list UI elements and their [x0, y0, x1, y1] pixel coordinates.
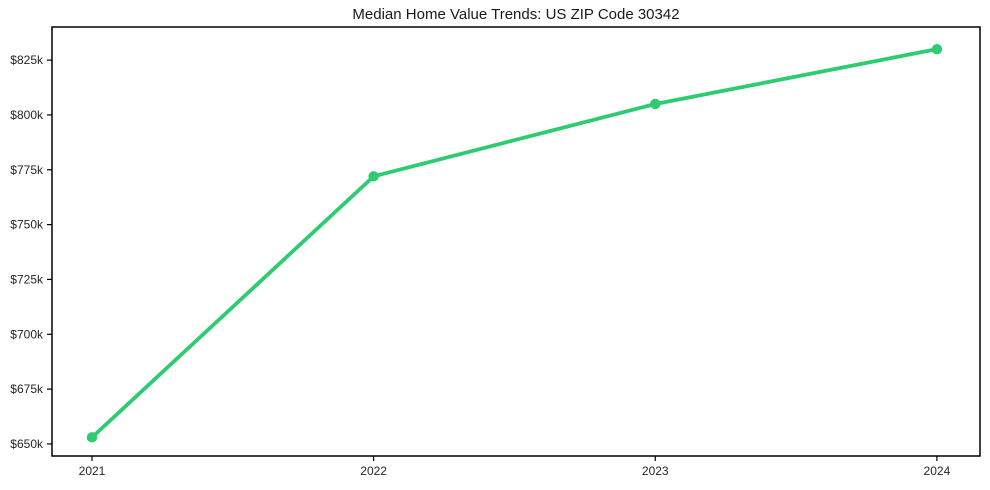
data-point-marker [650, 98, 661, 110]
y-tick-label: $800k [10, 108, 44, 122]
data-point-marker [86, 432, 98, 443]
x-tick-label: 2023 [642, 464, 669, 478]
y-tick-label: $675k [10, 382, 44, 396]
y-tick-label: $825k [10, 53, 44, 67]
x-tick-label: 2021 [79, 464, 106, 478]
data-point-marker [931, 43, 943, 55]
chart-title: Median Home Value Trends: US ZIP Code 30… [352, 6, 680, 23]
plot-border [51, 26, 981, 457]
x-tick-label: 2022 [360, 464, 387, 478]
data-point-marker [368, 171, 379, 182]
y-tick-label: $650k [10, 437, 44, 451]
x-tick-label: 2024 [924, 464, 951, 478]
y-tick-label: $750k [10, 218, 44, 232]
trend-line [90, 47, 939, 440]
y-tick-label: $725k [10, 272, 44, 286]
y-tick-label: $775k [10, 163, 44, 177]
y-tick-label: $700k [10, 327, 44, 341]
